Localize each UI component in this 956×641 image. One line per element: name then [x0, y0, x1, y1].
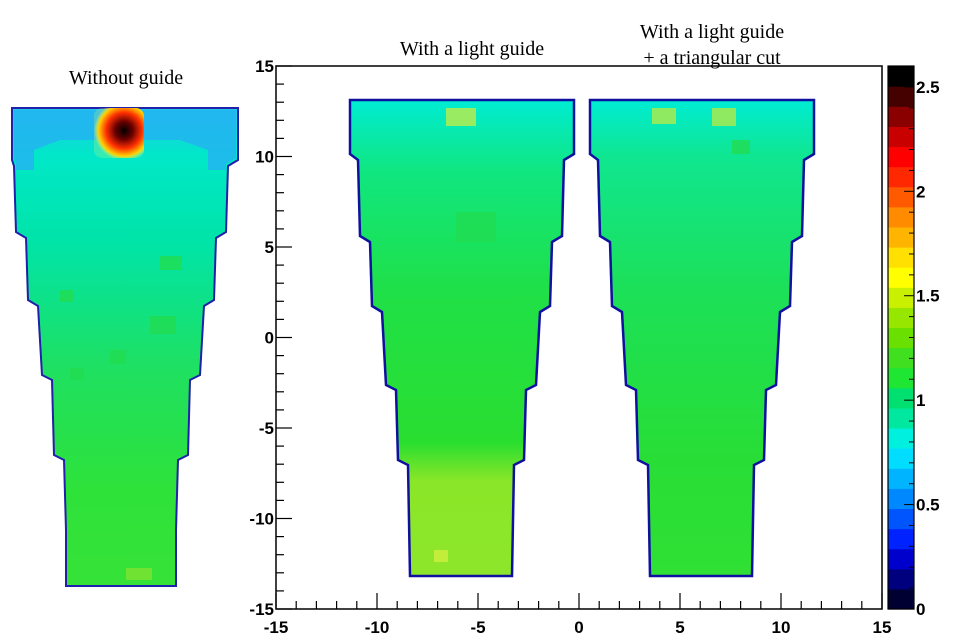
- panel-shape-without-guide: [11, 107, 239, 587]
- colorbar-swatch: [888, 206, 914, 228]
- colorbar-swatch: [888, 428, 914, 449]
- patch: [126, 568, 152, 580]
- colorbar-swatch: [888, 588, 914, 610]
- colorbar-swatch: [888, 568, 914, 590]
- colorbar-swatch: [888, 488, 914, 510]
- patch: [712, 108, 736, 126]
- panel-shape-with-light-guide-and-cut: [588, 98, 816, 578]
- colorbar-swatch: [888, 106, 914, 127]
- patch: [110, 350, 126, 364]
- panel-without-guide: [11, 107, 239, 587]
- x-tick-label: 5: [675, 618, 684, 637]
- colorbar-swatch: [888, 226, 914, 248]
- x-tick-label: 10: [772, 618, 791, 637]
- colorbar-swatch: [888, 86, 914, 107]
- colorbar-swatch: [888, 468, 914, 489]
- colorbar-swatch: [888, 307, 914, 329]
- y-tick-label: -5: [259, 419, 274, 438]
- patch: [732, 140, 750, 154]
- y-tick-label: -15: [249, 600, 274, 619]
- colorbar-swatch: [888, 407, 914, 429]
- colorbar-tick-label: 1: [916, 391, 925, 410]
- patch: [160, 256, 182, 270]
- colorbar: 2.5 2 1.5 1 0.5 0: [887, 65, 940, 619]
- y-tick-label: 15: [255, 57, 274, 76]
- y-tick-label: -10: [249, 510, 274, 529]
- colorbar-swatch: [888, 387, 914, 409]
- colorbar-swatch: [888, 287, 914, 308]
- colorbar-swatch: [888, 247, 914, 268]
- patch: [70, 368, 84, 380]
- colorbar-tick-label: 0: [916, 600, 925, 619]
- patch: [652, 108, 676, 124]
- colorbar-tick-label: 2: [916, 182, 925, 201]
- x-tick-label: 15: [873, 618, 892, 637]
- patch: [60, 290, 74, 302]
- colorbar-swatch: [888, 146, 914, 168]
- colorbar-tick-label: 1.5: [916, 287, 940, 306]
- y-tick-label: 10: [255, 148, 274, 167]
- x-tick-label: -5: [470, 618, 485, 637]
- colorbar-swatch: [888, 548, 914, 570]
- colorbar-swatch: [888, 186, 914, 208]
- x-tick-label: 0: [574, 618, 583, 637]
- panel-title: Without guide: [69, 67, 183, 89]
- panel-titles: Without guide With a light guide With a li…: [69, 21, 784, 89]
- panel-with-light-guide-and-cut: [588, 98, 816, 578]
- colorbar-swatch: [888, 327, 914, 349]
- patch: [446, 108, 476, 126]
- colorbar-tick-label: 2.5: [916, 78, 940, 97]
- colorbar-swatch: [888, 267, 914, 288]
- panel-title: With a light guide: [400, 38, 544, 60]
- panel-title: With a light guide + a triangular cut: [640, 21, 784, 69]
- y-tick-label: 5: [265, 238, 274, 257]
- panel-shape-with-light-guide: [348, 98, 576, 578]
- colorbar-swatch: [888, 508, 914, 530]
- colorbar-swatch: [888, 126, 914, 148]
- colorbar-swatch: [888, 347, 914, 369]
- x-tick-label: -15: [264, 618, 289, 637]
- colorbar-swatch: [888, 528, 914, 550]
- patch: [456, 212, 496, 242]
- colorbar-swatch: [888, 367, 914, 389]
- colorbar-swatch: [888, 448, 914, 469]
- colorbar-tick-label: 0.5: [916, 496, 940, 515]
- hotspot: [94, 108, 144, 158]
- x-tick-label: -10: [365, 618, 390, 637]
- panel-with-light-guide: [348, 98, 576, 578]
- colorbar-swatch: [888, 66, 914, 87]
- colorbar-swatch: [888, 166, 914, 188]
- axes: -15 -10 -5 0 5 10 15 15 10 5 0 -5 -10 -15: [249, 57, 891, 637]
- patch: [150, 316, 176, 334]
- y-tick-label: 0: [265, 329, 274, 348]
- patch: [434, 550, 448, 562]
